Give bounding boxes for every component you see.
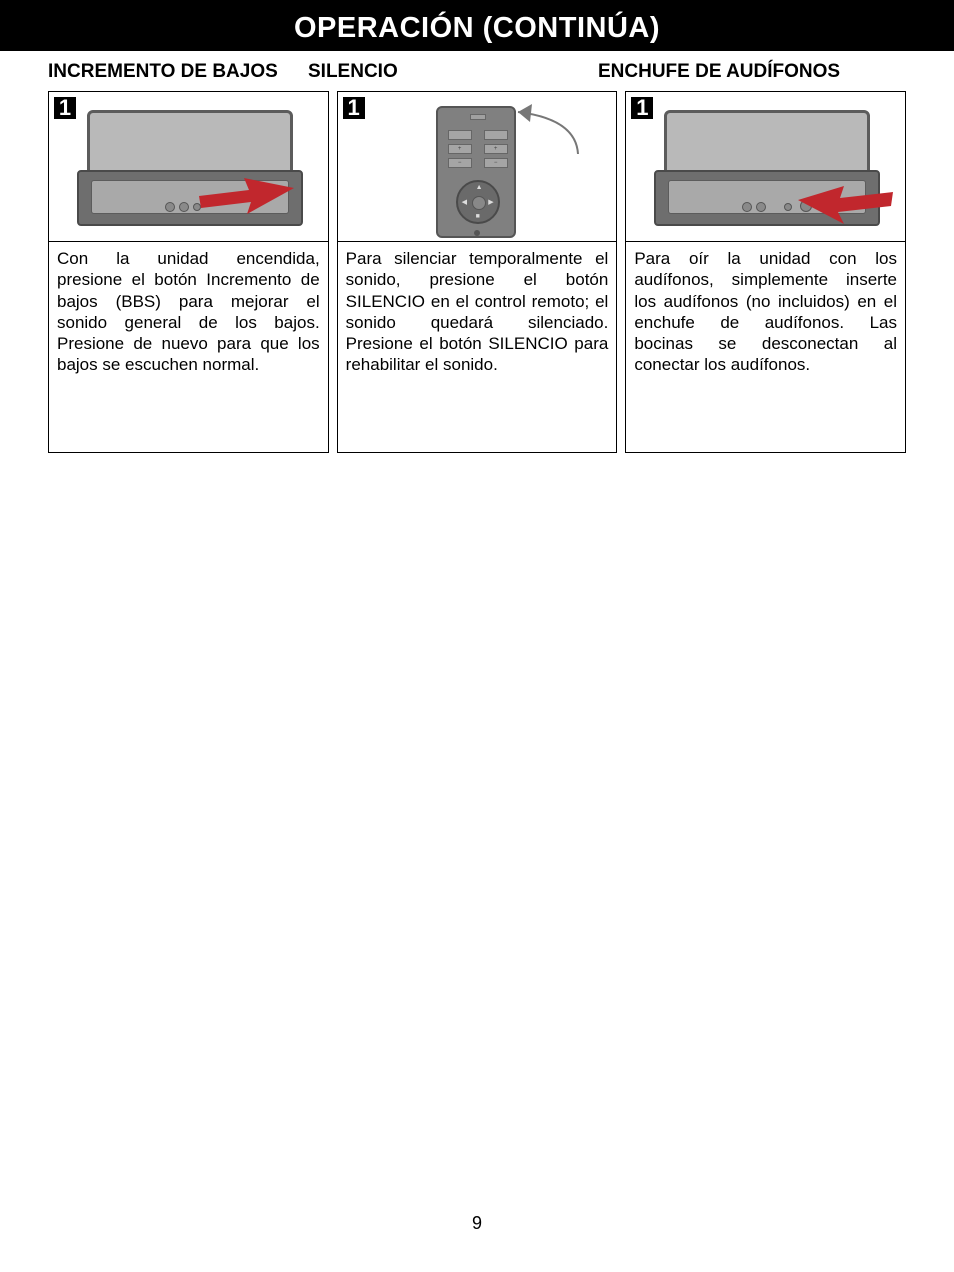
col3-step-badge: 1	[629, 95, 655, 121]
col1: 1 Con la unidad encendida, presione el b…	[48, 91, 329, 453]
col2: 1 ++ −− ▲ ◀ ▶ ■	[337, 91, 618, 453]
col3: 1 Para oír la unidad con los audífonos,	[625, 91, 906, 453]
col1-text: Con la unidad encendida, presione el bot…	[49, 242, 328, 452]
col3-heading: ENCHUFE DE AUDÍFONOS	[598, 61, 906, 83]
col2-heading: SILENCIO	[308, 61, 598, 83]
page-number: 9	[0, 1213, 954, 1234]
col3-image: 1	[626, 92, 905, 242]
col3-text: Para oír la unidad con los audífonos, si…	[626, 242, 905, 452]
col1-step-badge: 1	[52, 95, 78, 121]
red-arrow-icon-3	[798, 184, 893, 224]
col2-text: Para silenciar temporalmente el sonido, …	[338, 242, 617, 452]
columns-wrapper: 1 Con la unidad encendida, presione el b…	[48, 91, 906, 453]
red-arrow-icon-1	[199, 178, 294, 220]
col2-step-badge: 1	[341, 95, 367, 121]
page-title: OPERACIÓN (CONTINÚA)	[294, 12, 660, 44]
col2-image: 1 ++ −− ▲ ◀ ▶ ■	[338, 92, 617, 242]
curve-arrow-icon	[498, 104, 588, 169]
col1-heading: INCREMENTO DE BAJOS	[48, 61, 308, 83]
headings-row: INCREMENTO DE BAJOS SILENCIO ENCHUFE DE …	[48, 61, 906, 83]
content-area: INCREMENTO DE BAJOS SILENCIO ENCHUFE DE …	[0, 51, 954, 453]
top-black-bar	[0, 0, 954, 8]
col1-image: 1	[49, 92, 328, 242]
page-title-bar: OPERACIÓN (CONTINÚA)	[0, 8, 954, 51]
